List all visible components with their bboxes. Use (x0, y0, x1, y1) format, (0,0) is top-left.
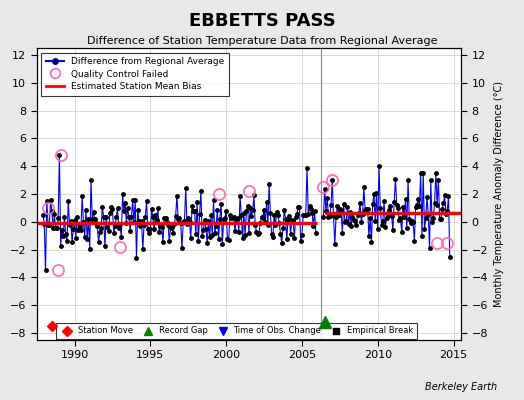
Text: EBBETTS PASS: EBBETTS PASS (189, 12, 335, 30)
Text: Berkeley Earth: Berkeley Earth (425, 382, 497, 392)
Text: Difference of Station Temperature Data from Regional Average: Difference of Station Temperature Data f… (87, 36, 437, 46)
Legend: Station Move, Record Gap, Time of Obs. Change, Empirical Break: Station Move, Record Gap, Time of Obs. C… (56, 323, 417, 339)
Y-axis label: Monthly Temperature Anomaly Difference (°C): Monthly Temperature Anomaly Difference (… (494, 81, 504, 307)
